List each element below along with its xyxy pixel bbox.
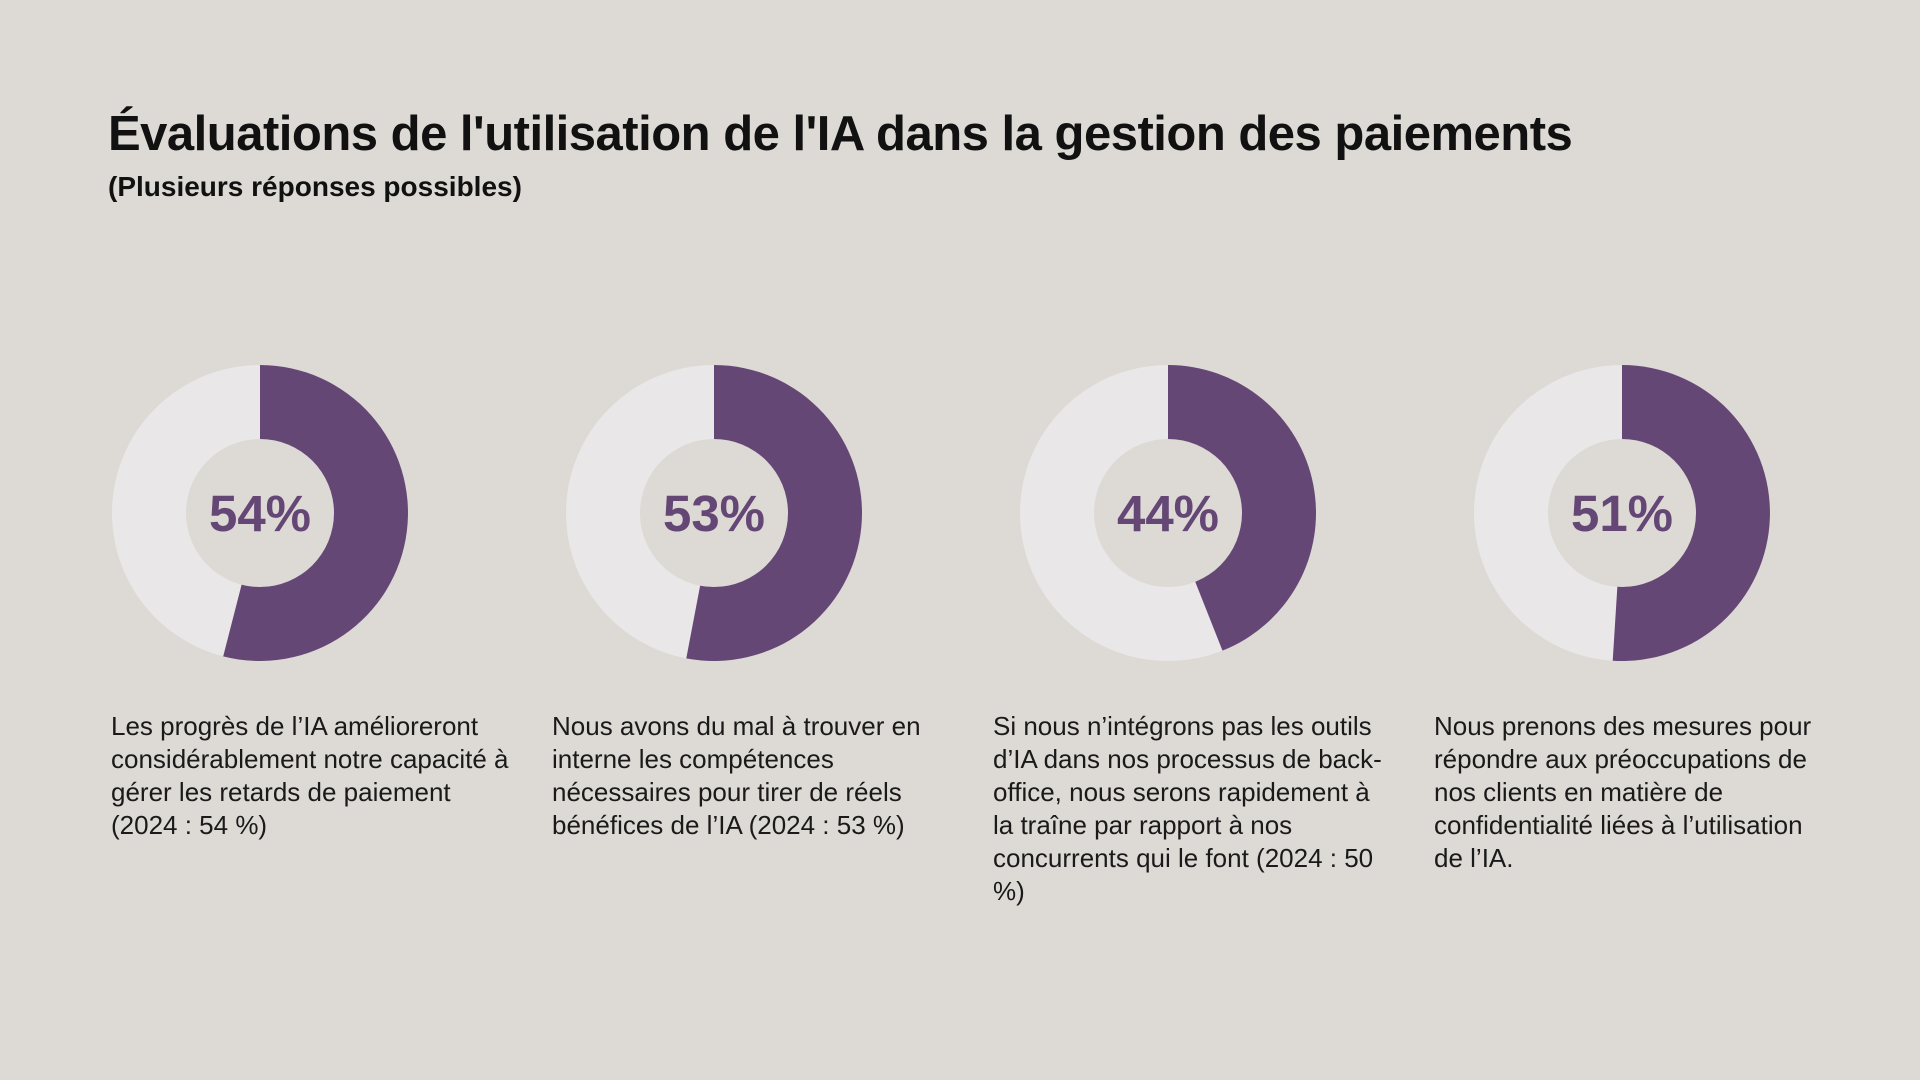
donut-3-value-label: 44%: [1117, 485, 1219, 542]
donut-2-value-label: 53%: [663, 485, 765, 542]
donut-3-value-arc: [1168, 365, 1317, 651]
donut-4-center: [1548, 439, 1696, 587]
description-2: Nous avons du mal à trouver en interne l…: [552, 711, 921, 840]
description-1: Les progrès de l’IA amélioreront considé…: [111, 711, 509, 840]
donut-4-value-label: 51%: [1571, 485, 1673, 542]
chart-title: Évaluations de l'utilisation de l'IA dan…: [108, 107, 1573, 161]
donut-chart-1: 54%: [112, 365, 408, 661]
donut-chart-2: 53%: [566, 365, 862, 661]
donut-chart-3: 44%: [1020, 365, 1317, 661]
donut-1-value-label: 54%: [209, 485, 311, 542]
chart-subtitle: (Plusieurs réponses possibles): [108, 171, 522, 202]
donut-2-center: [640, 439, 788, 587]
donut-1-center: [186, 439, 334, 587]
description-3: Si nous n’intégrons pas les outils d’IA …: [993, 711, 1382, 906]
donut-3-center: [1094, 439, 1242, 587]
donut-chart-4: 51%: [1474, 365, 1770, 661]
description-4: Nous prenons des mesures pour répondre a…: [1434, 711, 1812, 873]
